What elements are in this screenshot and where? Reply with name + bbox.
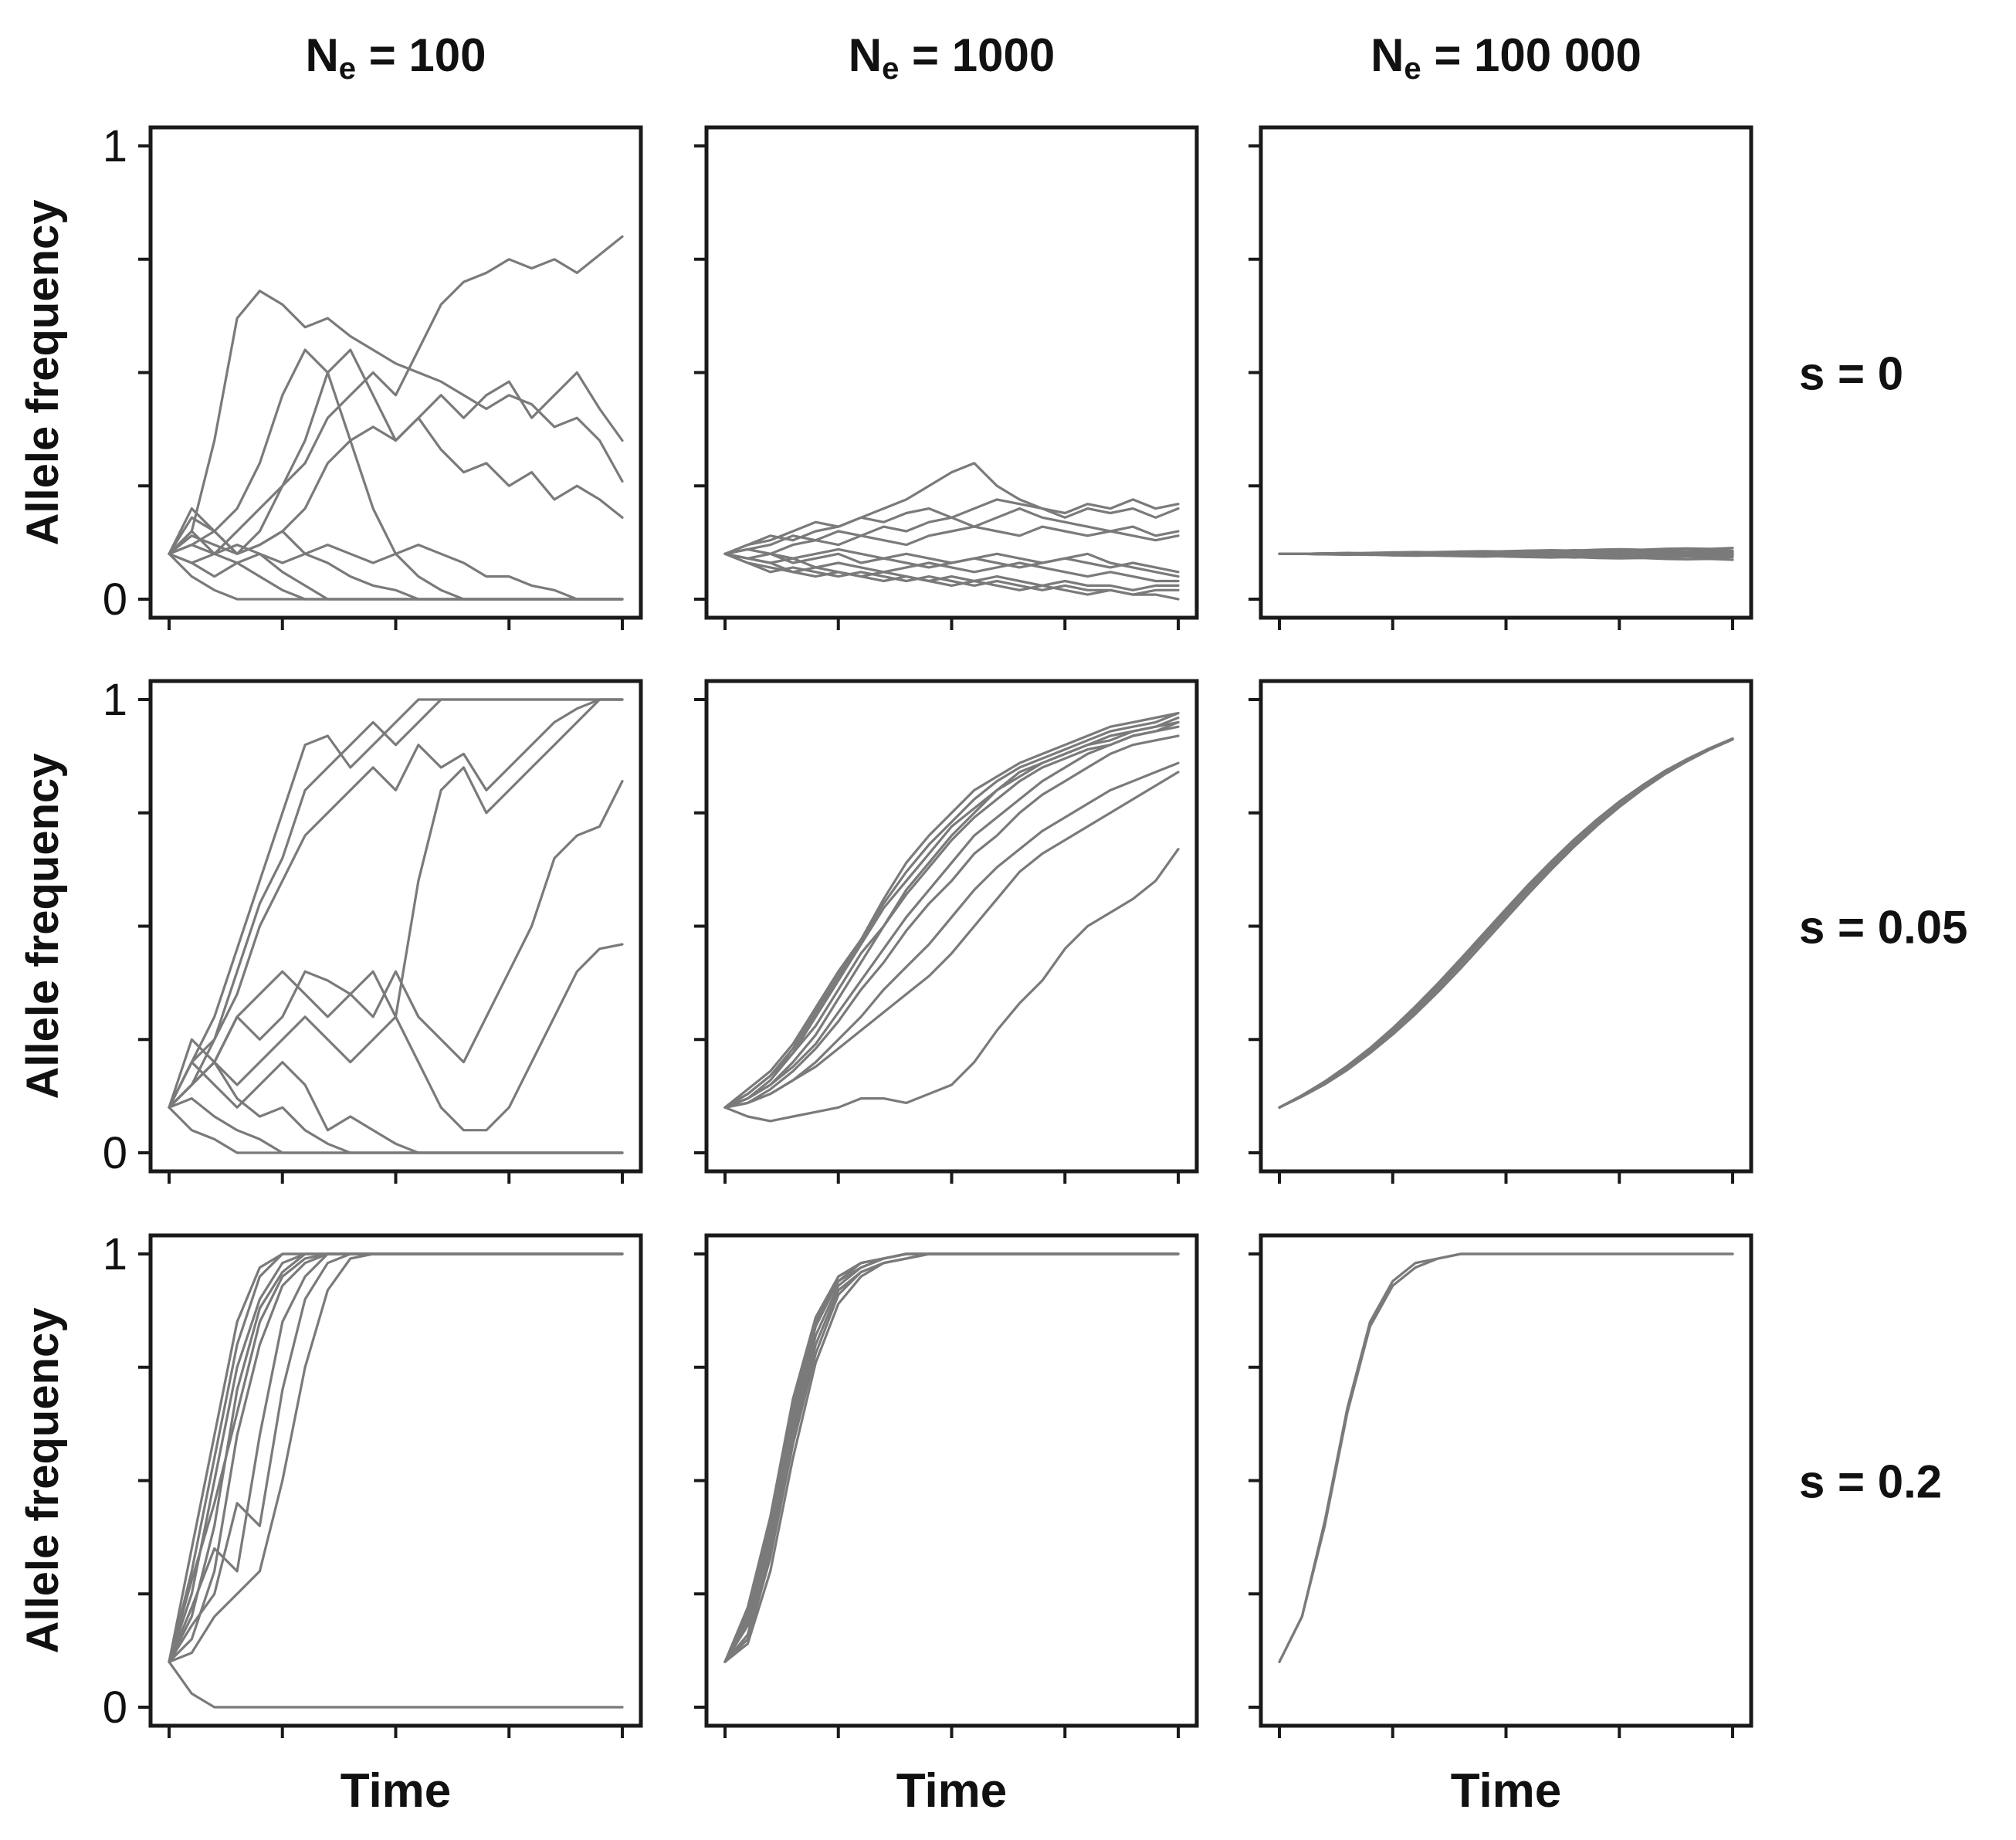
axes-frame [704,679,1199,1174]
column-title-prefix: N [1371,29,1404,81]
trace-rep6 [168,1252,624,1663]
trace-rep10 [168,1096,624,1154]
trace-rep3 [168,1252,624,1663]
column-title-2: Ne = 1000 [849,29,1055,86]
trace-rep9 [168,1252,624,1663]
panel-r3-c3: Time [1249,1233,1753,1818]
trace-rep3 [168,698,624,1109]
y-tick-label: 1 [103,675,127,725]
trace-rep1 [1278,1252,1734,1663]
trace-rep5 [723,711,1180,1109]
column-title-subscript: e [1404,52,1421,86]
trace-rep5 [168,1252,624,1663]
trace-rep10 [168,1660,624,1709]
trace-rep10 [723,848,1180,1123]
trace-rep1 [723,720,1180,1109]
trace-rep3 [723,711,1180,1109]
trace-rep1 [1278,737,1734,1109]
row-title-3: s = 0.2 [1799,1456,1942,1508]
column-title-suffix: = 100 [356,29,486,81]
trace-rep7 [168,1252,624,1663]
trace-rep10 [168,530,624,601]
panel-r2-c3 [1249,679,1753,1184]
trace-rep2 [168,235,624,555]
y-tick-label: 0 [103,1128,127,1178]
row-title-2: s = 0.05 [1799,902,1968,954]
panel-r1-c1: 0 1 Allele frequency [18,121,643,630]
trace-rep7 [723,552,1180,591]
trace-rep6 [723,552,1180,583]
axes-frame [148,1233,643,1728]
panel-r2-c2 [694,679,1199,1184]
x-axis-label: Time [1451,1764,1562,1818]
panel-r1-c2 [694,125,1199,630]
column-title-subscript: e [339,52,356,86]
trace-rep2 [723,716,1180,1109]
trace-rep8 [168,1252,624,1663]
trace-rep5 [168,780,624,1109]
panel-r3-c1: 0 1 Allele frequency Time [18,1229,643,1818]
trace-rep4 [1278,737,1734,1109]
axes-frame [148,679,643,1174]
y-tick-label: 1 [103,1229,127,1279]
trace-rep3 [168,348,624,555]
y-tick-label: 0 [103,574,127,625]
row-title-1: s = 0 [1799,348,1903,400]
column-title-1: Ne = 100 [305,29,486,86]
trace-rep8 [723,761,1180,1109]
column-title-prefix: N [305,29,338,81]
trace-rep6 [168,943,624,1132]
y-tick-label: 0 [103,1682,127,1733]
trace-rep4 [723,525,1180,555]
column-titles: Ne = 100 Ne = 1000 Ne = 100 000 [305,29,1641,86]
panel-r1-c3 [1249,125,1753,630]
trace-rep1 [168,290,624,555]
trace-rep3 [1278,738,1734,1109]
y-axis-label: Allele frequency [18,199,68,545]
trace-rep4 [168,698,624,1109]
column-title-suffix: = 100 000 [1421,29,1642,81]
trace-rep10 [723,547,1180,574]
trace-rep4 [723,725,1180,1109]
panel-r3-c2: Time [694,1233,1199,1818]
trace-rep2 [1278,738,1734,1109]
y-axis-label: Allele frequency [18,753,68,1099]
axes-frame [1259,125,1753,620]
trace-rep2 [168,1252,624,1663]
trace-rep5 [1278,737,1734,1109]
trace-rep6 [723,720,1180,1109]
trace-rep2 [1278,1252,1734,1663]
panel-r2-c1: 0 1 Allele frequency [18,675,643,1184]
x-axis-label: Time [341,1764,452,1818]
trace-rep8 [723,552,1180,596]
column-title-subscript: e [882,52,899,86]
trace-rep7 [168,552,624,601]
column-title-3: Ne = 100 000 [1371,29,1642,86]
trace-rep7 [168,1060,624,1154]
trace-rep9 [723,771,1180,1109]
trace-rep1 [168,698,624,1109]
y-tick-label: 1 [103,121,127,171]
trace-rep7 [723,1252,1180,1663]
y-axis-label: Allele frequency [18,1307,68,1653]
trace-rep6 [168,530,624,601]
column-title-prefix: N [849,29,882,81]
trace-rep4 [168,1252,624,1663]
trace-rep9 [723,552,1180,601]
axes-frame [1259,679,1753,1174]
trace-rep8 [168,552,624,601]
axes-frame [704,125,1199,620]
trace-rep1 [168,1252,624,1663]
trace-rep9 [168,552,624,601]
panel-grid: 0 1 Allele frequency 0 1 Allele frequency 0 1 Al… [18,121,1753,1818]
trace-rep7 [723,734,1180,1109]
trace-rep2 [168,698,624,1109]
x-axis-label: Time [896,1764,1008,1818]
trace-rep3 [723,507,1180,555]
row-titles: s = 0 s = 0.05 s = 0.2 [1799,348,1968,1508]
column-title-suffix: = 1000 [899,29,1055,81]
trace-rep8 [723,1252,1180,1663]
